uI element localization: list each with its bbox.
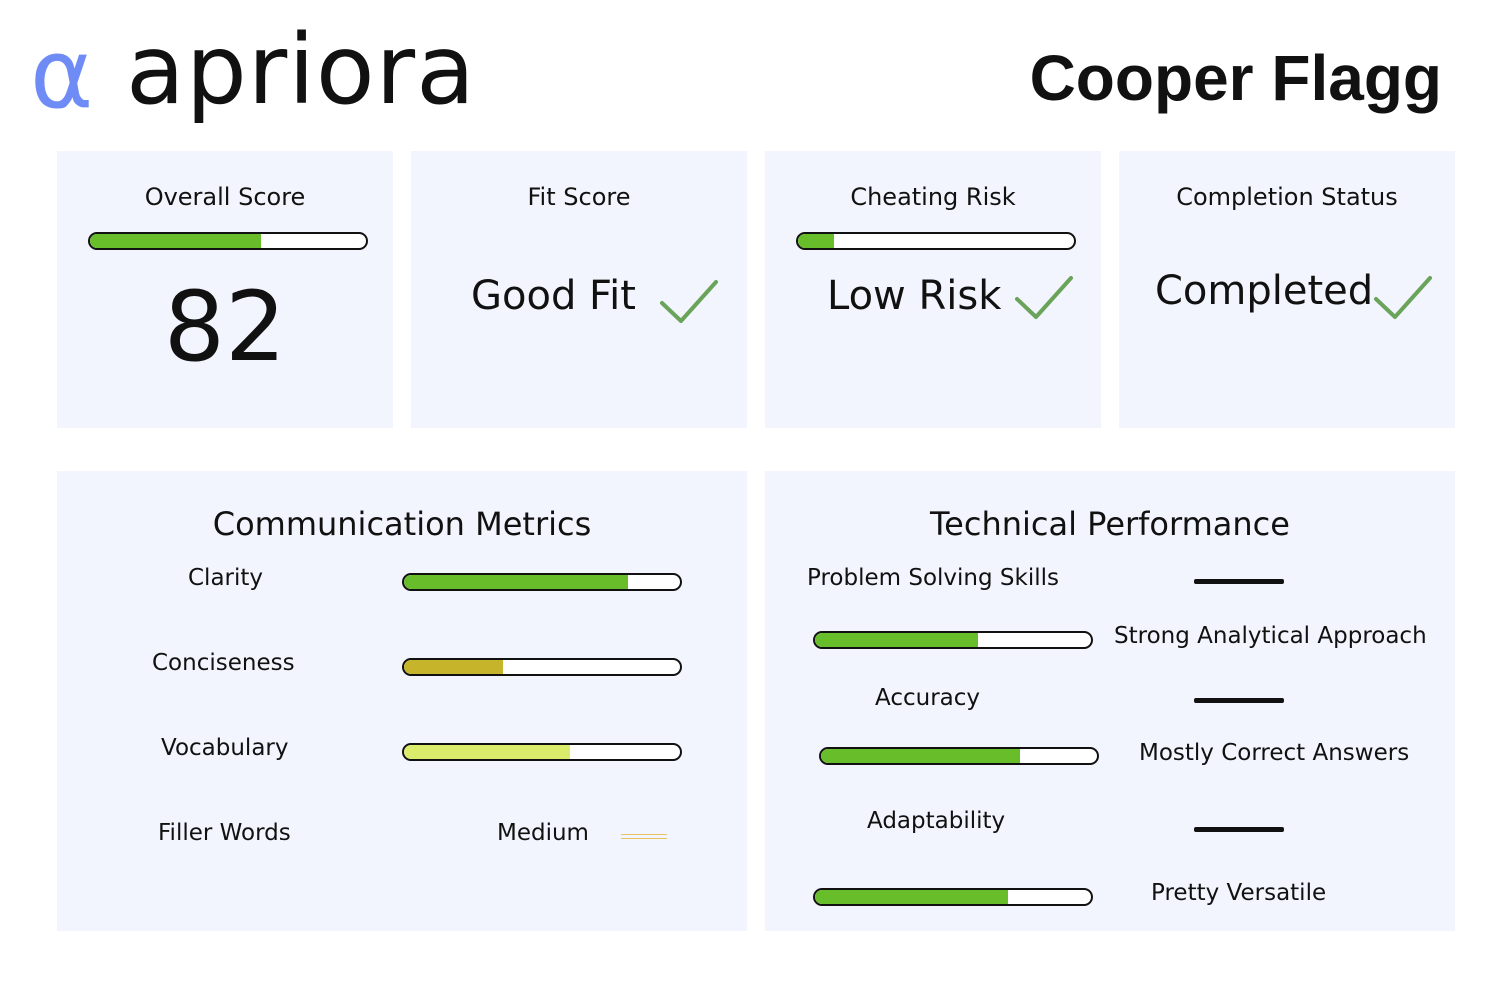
cheating-risk-card: Cheating Risk Low Risk (765, 151, 1101, 428)
accuracy-bar (819, 747, 1099, 765)
check-icon (660, 280, 718, 323)
communication-metrics-title: Communication Metrics (212, 505, 592, 543)
completion-status-title: Completion Status (1176, 183, 1398, 211)
communication-metrics-panel: Communication Metrics Clarity Concisenes… (57, 471, 747, 931)
check-icon (1015, 276, 1073, 319)
overall-score-value: 82 (163, 271, 287, 383)
logo-mark: α (30, 18, 94, 130)
accuracy-bar-fill (821, 749, 1020, 763)
filler-words-indicator (621, 834, 667, 839)
technical-performance-title: Technical Performance (930, 505, 1290, 543)
metric-label-conciseness: Conciseness (152, 650, 295, 676)
fit-score-card: Fit Score Good Fit (411, 151, 747, 428)
conciseness-bar (402, 658, 682, 676)
metric-label-adaptability: Adaptability (867, 808, 1006, 834)
technical-performance-panel: Technical Performance Problem Solving Sk… (765, 471, 1455, 931)
cheating-risk-bar (796, 232, 1076, 250)
metric-label-accuracy: Accuracy (875, 685, 981, 711)
filler-words-value: Medium (497, 820, 589, 846)
metric-label-filler-words: Filler Words (158, 820, 291, 846)
adaptability-bar-fill (815, 890, 1009, 904)
metric-label-problem-solving: Problem Solving Skills (807, 565, 1059, 591)
vocabulary-bar-fill (404, 745, 570, 759)
overall-score-bar (88, 232, 368, 250)
overall-score-bar-fill (90, 234, 262, 248)
adaptability-bar (813, 888, 1093, 906)
completion-status-card: Completion Status Completed (1119, 151, 1455, 428)
accuracy-comment: Mostly Correct Answers (1139, 740, 1410, 766)
overall-score-card: Overall Score 82 (57, 151, 393, 428)
cheating-risk-bar-fill (798, 234, 834, 248)
divider-dash (1194, 827, 1284, 832)
metric-label-clarity: Clarity (188, 565, 264, 591)
cheating-risk-value: Low Risk (827, 273, 1002, 319)
problem-solving-comment: Strong Analytical Approach (1114, 623, 1427, 649)
candidate-name: Cooper Flagg (1029, 42, 1442, 114)
metric-label-vocabulary: Vocabulary (161, 735, 289, 761)
clarity-bar (402, 573, 682, 591)
completion-status-value: Completed (1155, 268, 1374, 314)
fit-score-title: Fit Score (527, 183, 631, 211)
divider-dash (1194, 579, 1284, 584)
overall-score-title: Overall Score (144, 183, 306, 211)
clarity-bar-fill (404, 575, 628, 589)
fit-score-value: Good Fit (471, 273, 636, 319)
problem-solving-bar-fill (815, 633, 978, 647)
conciseness-bar-fill (404, 660, 504, 674)
vocabulary-bar (402, 743, 682, 761)
divider-dash (1194, 698, 1284, 703)
check-icon (1374, 276, 1432, 319)
adaptability-comment: Pretty Versatile (1151, 880, 1327, 906)
logo-wordmark: apriora (126, 14, 476, 126)
cheating-risk-title: Cheating Risk (850, 183, 1016, 211)
problem-solving-bar (813, 631, 1093, 649)
